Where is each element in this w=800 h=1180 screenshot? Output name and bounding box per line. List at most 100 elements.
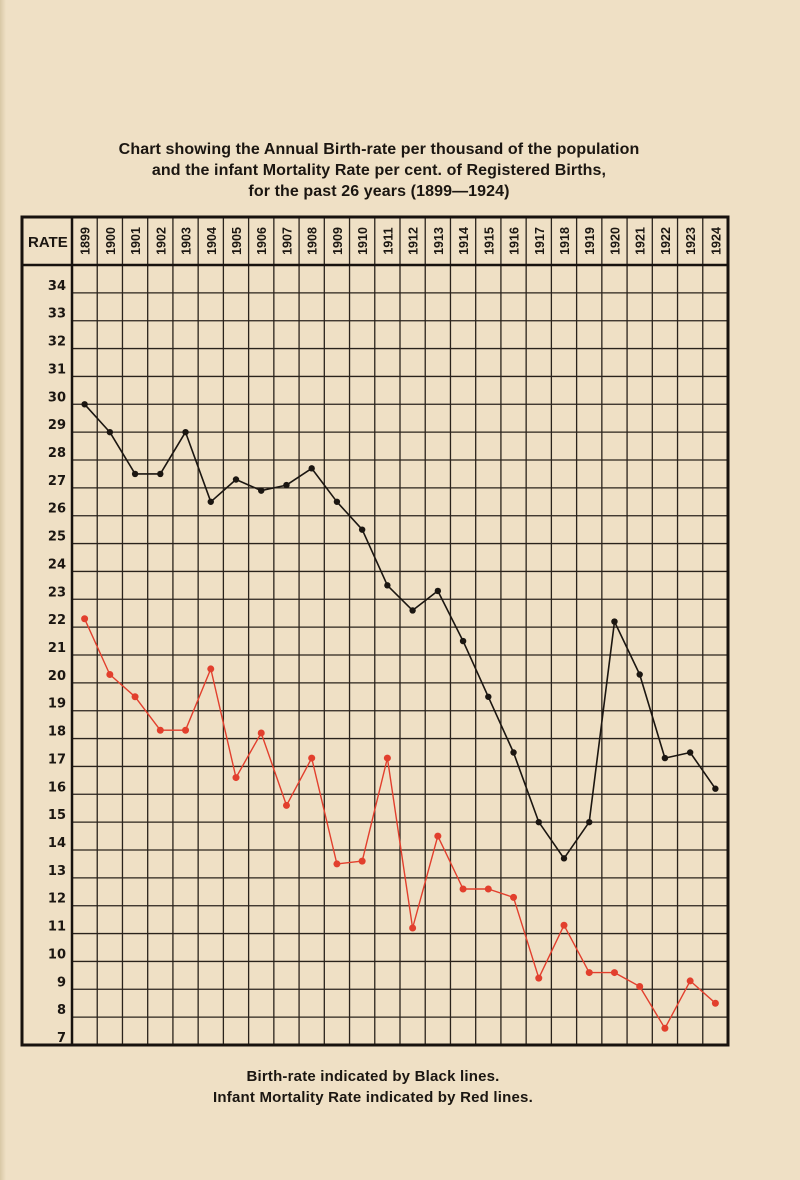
year-header-1901: 1901	[129, 227, 143, 255]
year-header-1903: 1903	[180, 227, 194, 255]
infant-mortality-point-1899	[81, 615, 89, 623]
year-header-1906: 1906	[255, 227, 269, 255]
birth-rate-point-1912	[409, 607, 416, 614]
infant-mortality-point-1902	[156, 726, 164, 734]
chart-title-line-3: for the past 26 years (1899—1924)	[248, 183, 510, 200]
y-tick-label-27: 27	[48, 474, 66, 489]
year-header-1916: 1916	[508, 227, 522, 255]
infant-mortality-point-1920	[610, 969, 618, 977]
infant-mortality-point-1911	[383, 754, 391, 762]
chart-title-line-1: Chart showing the Annual Birth-rate per …	[118, 141, 640, 158]
year-header-1914: 1914	[457, 227, 471, 255]
y-tick-label-9: 9	[57, 975, 66, 990]
birth-rate-point-1909	[333, 498, 341, 505]
infant-mortality-point-1904	[207, 665, 215, 673]
year-header-1915: 1915	[482, 227, 496, 255]
birth-rate-point-1908	[308, 465, 315, 472]
year-header-1899: 1899	[79, 227, 93, 255]
infant-mortality-point-1905	[232, 774, 240, 782]
birth-rate-point-1899	[81, 401, 88, 408]
infant-mortality-point-1910	[358, 857, 366, 865]
y-tick-label-7: 7	[57, 1031, 66, 1046]
birth-rate-point-1906	[258, 487, 265, 494]
year-header-1904: 1904	[205, 227, 219, 255]
year-header-1921: 1921	[634, 227, 648, 255]
chart-title: Chart showing the Annual Birth-rate per …	[0, 139, 758, 202]
infant-mortality-point-1912	[409, 924, 417, 932]
infant-mortality-point-1916	[510, 893, 518, 901]
infant-mortality-point-1915	[484, 885, 492, 893]
y-tick-label-13: 13	[48, 864, 66, 879]
legend-black-lines: Birth-rate indicated by Black lines.	[246, 1068, 500, 1085]
y-tick-label-16: 16	[48, 780, 66, 795]
y-tick-label-29: 29	[48, 418, 66, 433]
y-tick-label-26: 26	[48, 502, 66, 517]
y-tick-label-30: 30	[48, 390, 66, 405]
infant-mortality-point-1907	[282, 801, 290, 809]
infant-mortality-line	[83, 618, 716, 1030]
year-header-1919: 1919	[583, 227, 597, 255]
y-tick-label-22: 22	[48, 613, 66, 628]
year-header-1905: 1905	[230, 227, 244, 255]
birth-rate-point-1919	[586, 818, 593, 826]
year-header-1913: 1913	[432, 227, 446, 255]
year-header-1908: 1908	[306, 227, 320, 255]
birth-rate-point-1923	[686, 749, 694, 756]
birth-rate-line	[84, 403, 717, 860]
infant-mortality-point-1906	[257, 729, 265, 737]
infant-mortality-point-1917	[535, 974, 543, 982]
y-tick-label-8: 8	[57, 1003, 66, 1018]
infant-mortality-point-1900	[106, 671, 114, 678]
infant-mortality-point-1914	[459, 885, 467, 893]
birth-rate-point-1918	[560, 855, 568, 862]
year-header-1917: 1917	[533, 227, 547, 255]
infant-mortality-point-1922	[661, 1024, 669, 1032]
year-header-1907: 1907	[280, 227, 294, 255]
infant-mortality-point-1901	[131, 693, 139, 701]
year-header-1912: 1912	[407, 227, 421, 255]
year-header-1918: 1918	[558, 227, 572, 255]
year-header-1909: 1909	[331, 227, 345, 255]
y-tick-label-31: 31	[48, 362, 66, 377]
year-header-1920: 1920	[608, 227, 622, 255]
page-edge	[0, 0, 6, 1180]
year-header-1900: 1900	[104, 227, 118, 255]
y-tick-label-11: 11	[48, 920, 66, 935]
y-tick-label-15: 15	[48, 808, 66, 823]
y-tick-label-34: 34	[48, 279, 66, 294]
infant-mortality-point-1924	[711, 999, 719, 1007]
infant-mortality-point-1921	[636, 983, 644, 990]
y-tick-label-32: 32	[48, 335, 66, 350]
y-tick-label-24: 24	[48, 557, 66, 572]
birth-rate-point-1910	[358, 526, 366, 533]
birth-rate-point-1902	[157, 470, 164, 478]
grid	[72, 217, 728, 1045]
chart-frame	[20, 215, 730, 1047]
y-axis-labels: 34 33 32 31 30 29 28 27 26 25 24 23 22 21 20 19 18 17 16 15…	[48, 279, 66, 1046]
infant-mortality-point-1923	[686, 977, 694, 985]
birth-rate-point-1916	[510, 749, 517, 756]
birth-rate-point-1920	[611, 618, 618, 625]
y-tick-label-18: 18	[48, 725, 66, 740]
y-tick-label-10: 10	[48, 947, 66, 962]
infant-mortality-point-1909	[333, 860, 341, 868]
infant-mortality-point-1903	[182, 726, 190, 734]
year-header-1922: 1922	[659, 227, 673, 255]
y-tick-label-12: 12	[48, 892, 66, 907]
year-header-row: RATE 1899 1900 1901 1902 1903 1904 1905 1906 1907…	[28, 227, 723, 255]
birth-rate-point-1903	[182, 428, 189, 436]
outer-border	[20, 215, 730, 1047]
y-tick-label-17: 17	[48, 752, 66, 767]
y-tick-label-25: 25	[48, 530, 66, 545]
y-tick-label-33: 33	[48, 307, 66, 322]
birth-rate-point-1907	[283, 481, 290, 489]
year-header-1911: 1911	[381, 227, 395, 254]
birth-rate-point-1904	[207, 498, 214, 505]
birth-rate-point-1914	[459, 637, 467, 645]
birth-rate-point-1911	[384, 582, 391, 589]
infant-mortality-point-1919	[585, 969, 593, 977]
year-header-1924: 1924	[709, 227, 723, 255]
birth-rate-point-1922	[661, 754, 669, 762]
y-tick-label-19: 19	[48, 697, 66, 712]
